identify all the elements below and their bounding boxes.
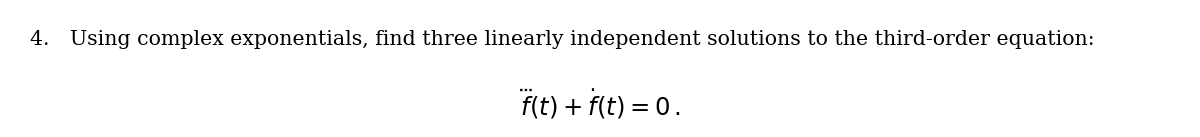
Text: $\dddot{f}(t) + \dot{f}(t) = 0\,.$: $\dddot{f}(t) + \dot{f}(t) = 0\,.$ [520,87,680,121]
Text: 4.  Using complex exponentials, find three linearly independent solutions to the: 4. Using complex exponentials, find thre… [30,30,1094,49]
